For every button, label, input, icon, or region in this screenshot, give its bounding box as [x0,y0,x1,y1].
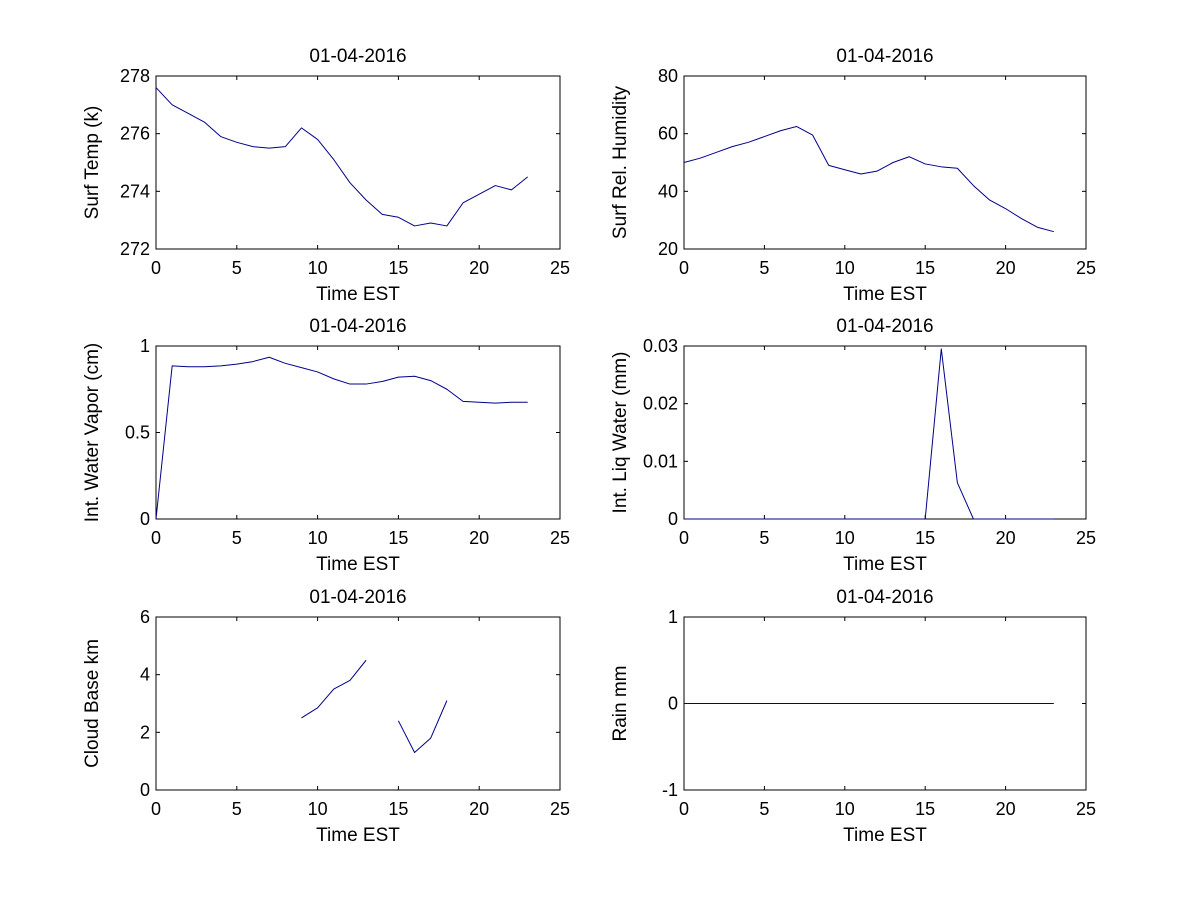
y-tick-label: 0 [668,509,678,529]
y-tick-label: 0.5 [125,423,150,443]
y-tick-label: 1 [140,336,150,356]
y-tick-label: 0 [668,694,678,714]
y-tick-label: 274 [120,181,150,201]
x-tick-label: 0 [679,258,689,278]
x-tick-label: 0 [679,799,689,819]
y-axis-label: Cloud Base km [82,639,103,768]
axes-box [155,345,561,520]
y-tick-label: 276 [120,124,150,144]
x-tick-label: 5 [232,528,242,548]
y-tick-label: 40 [658,181,678,201]
chart-panel-1: 0 5 10 15 20 25 272 274 276 278 01-04-2016 Time EST… [82,46,570,305]
x-axis-label: Time EST [843,554,927,575]
chart-panel-4: 0 5 10 15 20 25 0 0.01 0.02 0.03 01-04-2016 Time ES… [610,316,1096,575]
y-tick-label: 80 [658,66,678,86]
x-tick-label: 15 [388,528,408,548]
chart-title: 01-04-2016 [836,316,933,337]
x-tick-label: 5 [759,528,769,548]
x-tick-label: 0 [679,528,689,548]
x-tick-label: 15 [915,258,935,278]
chart-title: 01-04-2016 [309,587,406,608]
x-axis-label: Time EST [843,825,927,846]
series-line-1-segment-1 [301,659,367,719]
chart-panel-5: 0 5 10 15 20 25 0 2 4 6 01-04-2016 Time EST Cloud Ba… [82,587,570,846]
chart-title: 01-04-2016 [309,316,406,337]
series-line-1-segment-1 [684,348,1054,520]
axes-box [155,75,561,250]
x-tick-label: 20 [996,799,1016,819]
x-tick-label: 5 [759,799,769,819]
y-axis-label: Surf Rel. Humidity [610,85,631,239]
x-tick-label: 25 [1076,528,1096,548]
y-tick-label: 0.01 [643,451,678,471]
x-tick-label: 20 [469,528,489,548]
x-tick-label: 0 [151,258,161,278]
y-tick-label: 20 [658,239,678,259]
y-tick-label: 4 [140,665,150,685]
y-tick-label: 2 [140,722,150,742]
x-tick-label: 0 [151,799,161,819]
x-tick-label: 25 [1076,258,1096,278]
y-tick-label: -1 [662,780,678,800]
chart-title: 01-04-2016 [836,46,933,67]
x-tick-label: 15 [388,799,408,819]
y-tick-label: 278 [120,66,150,86]
x-tick-label: 15 [915,799,935,819]
y-tick-label: 272 [120,239,150,259]
axes-box [683,345,1087,520]
series-line-1-segment-1 [683,125,1054,233]
x-tick-label: 5 [232,799,242,819]
chart-panel-2: 0 5 10 15 20 25 20 40 60 80 01-04-2016 Time EST Surf… [610,46,1096,305]
x-tick-label: 10 [835,528,855,548]
x-tick-label: 25 [1076,799,1096,819]
x-axis-label: Time EST [843,284,927,305]
x-tick-label: 10 [308,799,328,819]
x-axis-label: Time EST [316,554,400,575]
x-axis-label: Time EST [316,284,400,305]
series-line-1-segment-2 [397,700,448,754]
y-tick-label: 6 [140,607,150,627]
x-tick-label: 15 [388,258,408,278]
x-tick-label: 10 [308,258,328,278]
y-axis-label: Int. Water Vapor (cm) [82,343,103,522]
x-tick-label: 5 [232,258,242,278]
series-line-1-segment-1 [155,356,528,520]
axes-box [683,75,1087,250]
x-tick-label: 20 [996,258,1016,278]
x-tick-label: 20 [469,258,489,278]
y-axis-label: Rain mm [610,665,631,741]
y-tick-label: 0 [140,780,150,800]
series-line-1-segment-1 [155,87,528,227]
chart-panel-3: 0 5 10 15 20 25 0 0.5 1 01-04-2016 Time EST Int. Wa… [82,316,570,575]
x-tick-label: 5 [759,258,769,278]
x-tick-label: 15 [915,528,935,548]
x-tick-label: 10 [835,799,855,819]
x-tick-label: 10 [835,258,855,278]
y-tick-label: 0.03 [643,336,678,356]
y-axis-label: Surf Temp (k) [82,106,103,220]
x-tick-label: 20 [996,528,1016,548]
y-tick-label: 0 [140,509,150,529]
x-tick-label: 10 [308,528,328,548]
chart-title: 01-04-2016 [836,587,933,608]
x-tick-label: 25 [550,799,570,819]
chart-title: 01-04-2016 [309,46,406,67]
y-tick-label: 60 [658,124,678,144]
x-tick-label: 0 [151,528,161,548]
x-axis-label: Time EST [316,825,400,846]
y-tick-label: 0.02 [643,394,678,414]
x-tick-label: 25 [550,258,570,278]
y-axis-label: Int. Liq Water (mm) [610,352,631,514]
x-tick-label: 25 [550,528,570,548]
x-tick-label: 20 [469,799,489,819]
axes-box [155,616,561,791]
y-tick-label: 1 [668,607,678,627]
